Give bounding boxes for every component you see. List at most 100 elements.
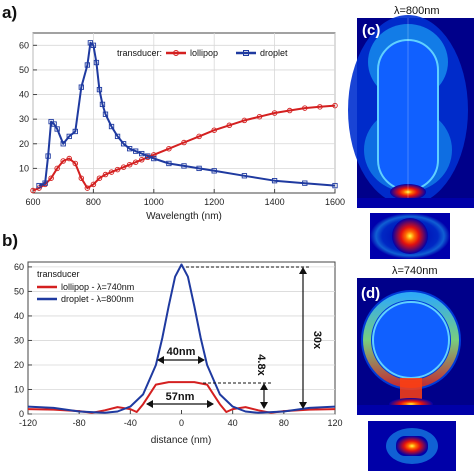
data-point-droplet	[241, 173, 248, 179]
y-tick-label: 50	[14, 286, 24, 296]
data-point-droplet	[93, 59, 100, 66]
data-point-droplet	[45, 153, 51, 159]
x-tick-label: 40	[228, 418, 238, 428]
data-point-droplet	[114, 133, 121, 140]
data-point-droplet	[302, 180, 308, 186]
panel-a-x-axis-label: Wavelength (nm)	[146, 211, 222, 222]
panel-b-letter: b)	[2, 231, 18, 250]
panel-a-y-ticks: 10 20 30 40 50 60	[19, 40, 37, 173]
data-point-droplet	[151, 155, 157, 162]
panel-d-title: λ=740nm	[392, 265, 438, 277]
data-point-lollipop	[241, 117, 248, 124]
panel-b-x-ticks: -120 -80 -40 0 40 80 120	[19, 410, 343, 428]
data-point-droplet	[120, 141, 127, 147]
data-point-lollipop	[196, 133, 202, 140]
panel-b-plot-frame	[27, 261, 336, 415]
data-point-droplet	[54, 126, 60, 132]
panel-b-annotations: 30x 4.8x 40nm 57nm	[146, 266, 323, 409]
data-point-droplet	[271, 178, 278, 184]
panel-a-legend-prefix: transducer:	[117, 48, 162, 58]
data-point-droplet	[166, 160, 172, 167]
x-tick-label: 600	[25, 197, 40, 207]
panel-b-legend-title: transducer	[37, 269, 80, 279]
ratio-48x-label: 4.8x	[255, 354, 267, 376]
legend-droplet-label: droplet	[260, 48, 288, 58]
y-tick-label: 10	[14, 384, 24, 394]
panel-a-legend: transducer: lollipop droplet	[117, 48, 288, 58]
data-point-lollipop	[132, 159, 139, 165]
x-tick-label: 1600	[325, 197, 345, 207]
panel-b-y-ticks: 0 10 20 30 40 50 60	[14, 262, 32, 419]
data-point-lollipop	[96, 175, 103, 181]
data-point-lollipop	[78, 175, 85, 181]
y-tick-label: 20	[19, 139, 29, 149]
x-tick-label: 0	[179, 418, 184, 428]
panel-b-series	[27, 263, 336, 414]
data-point-lollipop	[114, 166, 121, 173]
y-tick-label: 0	[19, 409, 24, 419]
data-point-lollipop	[286, 107, 293, 114]
x-tick-label: 1400	[265, 197, 285, 207]
legend-b-droplet-label: droplet - λ=800nm	[61, 294, 134, 304]
x-tick-label: -120	[19, 418, 37, 428]
panel-c: λ=800nm (c)	[348, 5, 474, 259]
data-point-lollipop	[271, 110, 278, 116]
panel-a-letter: a)	[2, 3, 17, 22]
data-point-droplet	[72, 128, 78, 135]
data-point-droplet	[126, 146, 133, 152]
data-point-droplet	[42, 180, 48, 186]
data-point-lollipop	[211, 127, 217, 133]
data-point-lollipop	[138, 157, 145, 163]
y-tick-label: 40	[19, 90, 29, 100]
data-point-droplet	[51, 121, 57, 127]
legend-b-lollipop-label: lollipop - λ=740nm	[61, 282, 134, 292]
legend-droplet-marker	[243, 50, 249, 56]
data-point-droplet	[84, 62, 91, 68]
data-point-lollipop	[226, 122, 233, 129]
data-point-droplet	[60, 141, 66, 147]
field-map-d-particle	[372, 301, 450, 379]
series-line-droplet	[38, 41, 336, 187]
ratio-48x-arrowheads	[260, 383, 268, 409]
data-point-droplet	[66, 133, 72, 140]
ratio-30x-label: 30x	[311, 331, 323, 350]
data-point-lollipop	[102, 171, 109, 178]
y-tick-label: 60	[19, 40, 29, 50]
data-point-droplet	[211, 168, 217, 174]
panel-b-x-axis-label: distance (nm)	[151, 435, 212, 446]
data-point-lollipop	[30, 187, 36, 194]
data-point-droplet	[133, 148, 139, 154]
data-point-droplet	[99, 101, 106, 108]
data-point-droplet	[181, 163, 187, 169]
data-point-droplet	[139, 150, 145, 157]
y-tick-label: 30	[14, 335, 24, 345]
panel-a-gridlines	[32, 33, 336, 193]
field-map-d-inset-spot	[396, 436, 428, 456]
x-tick-label: -80	[73, 418, 86, 428]
x-tick-label: 80	[279, 418, 289, 428]
x-tick-label: 1000	[144, 197, 164, 207]
data-point-lollipop	[54, 165, 60, 172]
data-point-lollipop	[181, 139, 187, 146]
field-map-c-inset-spot	[392, 218, 428, 254]
data-point-droplet	[332, 182, 338, 189]
data-point-lollipop	[332, 102, 338, 109]
panel-a-series	[30, 40, 338, 194]
y-tick-label: 30	[19, 114, 29, 124]
data-point-droplet	[90, 42, 97, 48]
fwhm-droplet-label: 40nm	[167, 346, 196, 358]
data-point-lollipop	[151, 152, 157, 158]
fwhm-lollipop-arrowheads	[146, 400, 214, 408]
data-point-droplet	[78, 84, 84, 90]
legend-lollipop-label: lollipop	[190, 48, 218, 58]
panel-c-letter: (c)	[362, 22, 380, 39]
legend-lollipop-marker	[173, 50, 179, 56]
data-point-lollipop	[126, 161, 133, 168]
y-tick-label: 50	[19, 65, 29, 75]
panel-d: λ=740nm (d)	[357, 265, 474, 471]
panel-c-title: λ=800nm	[394, 5, 440, 17]
data-point-lollipop	[84, 185, 91, 191]
data-point-droplet	[36, 182, 42, 189]
x-tick-label: -40	[124, 418, 137, 428]
data-point-lollipop	[302, 105, 308, 111]
